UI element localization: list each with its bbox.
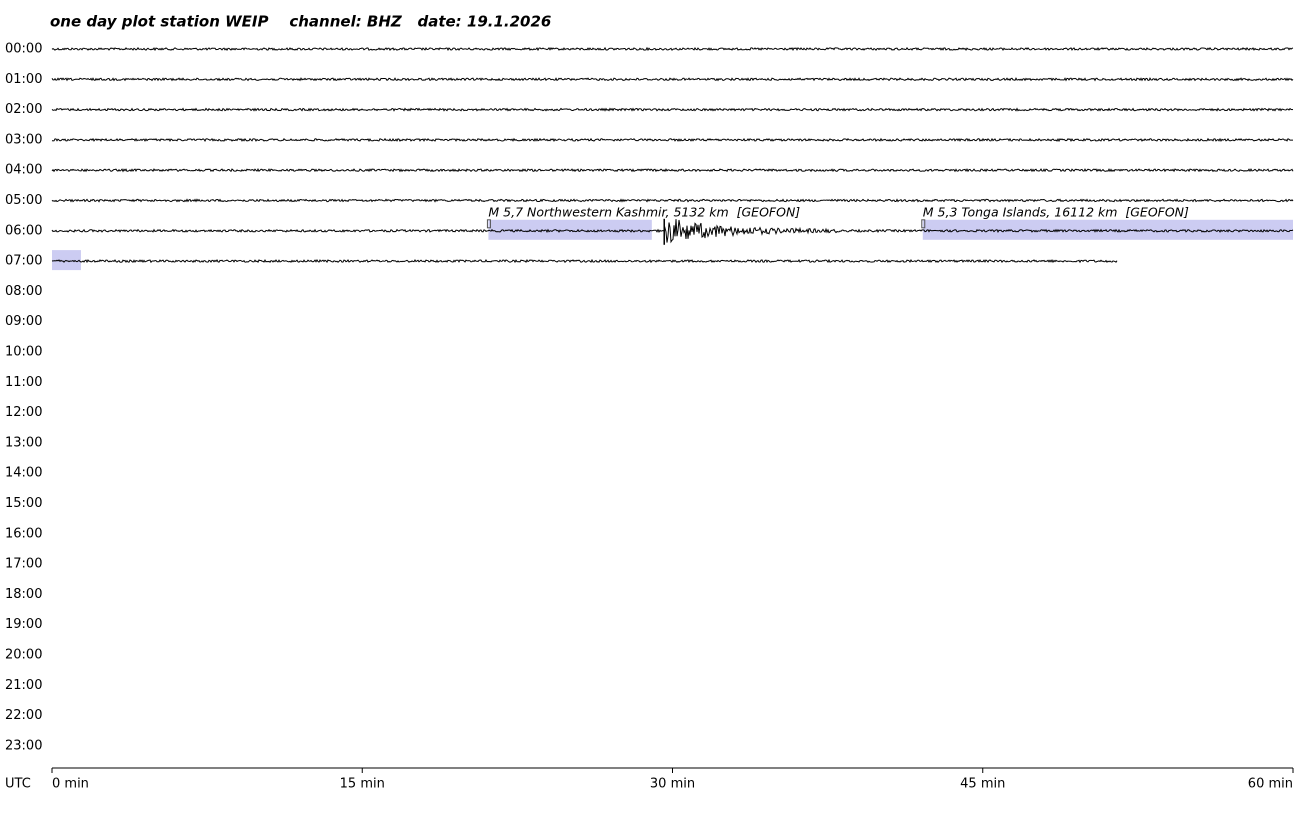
trace [51,167,1294,173]
row-label: 20:00 [5,648,42,663]
row-label: 02:00 [5,102,42,117]
row-label: 08:00 [5,284,42,299]
row-label: 22:00 [5,708,42,723]
row-label: 07:00 [5,254,42,269]
row-label: 14:00 [5,466,42,481]
event-label: M 5,3 Tonga Islands, 16112 km [GEOFON] [923,204,1189,219]
row-label: 00:00 [5,42,42,57]
x-tick-label: 0 min [52,777,89,792]
row-label: 23:00 [5,738,42,753]
row-label: 19:00 [5,617,42,632]
x-tick-label: 60 min [1248,777,1293,792]
event-window [488,219,652,240]
row-label: 05:00 [5,193,42,208]
row-label: 01:00 [5,72,42,87]
trace [51,219,1294,244]
row-label: 04:00 [5,163,42,178]
event-window [52,250,81,271]
row-label: 18:00 [5,587,42,602]
row-label: 06:00 [5,223,42,238]
trace [51,137,1293,143]
x-tick-label: 15 min [340,777,385,792]
trace [51,46,1294,52]
trace [51,107,1294,112]
event-window [922,219,1293,240]
x-tick-label: 45 min [960,777,1005,792]
row-label: 11:00 [5,375,42,390]
row-label: 13:00 [5,435,42,450]
trace [51,77,1294,82]
event-label: M 5,7 Northwestern Kashmir, 5132 km [GEO… [488,204,800,219]
row-label: 16:00 [5,526,42,541]
x-tick-label: 30 min [650,777,695,792]
chart-title: one day plot station WEIP channel: BHZ d… [50,13,551,31]
row-label: 09:00 [5,314,42,329]
row-label: 15:00 [5,496,42,511]
trace [51,198,1294,203]
event-marker [921,219,926,229]
row-label: 10:00 [5,345,42,360]
row-label: 17:00 [5,557,42,572]
row-label: 12:00 [5,405,42,420]
event-marker [486,219,491,229]
row-label: 03:00 [5,132,42,147]
x-axis-label: UTC [5,777,31,792]
row-label: 21:00 [5,678,42,693]
trace [51,258,1118,264]
